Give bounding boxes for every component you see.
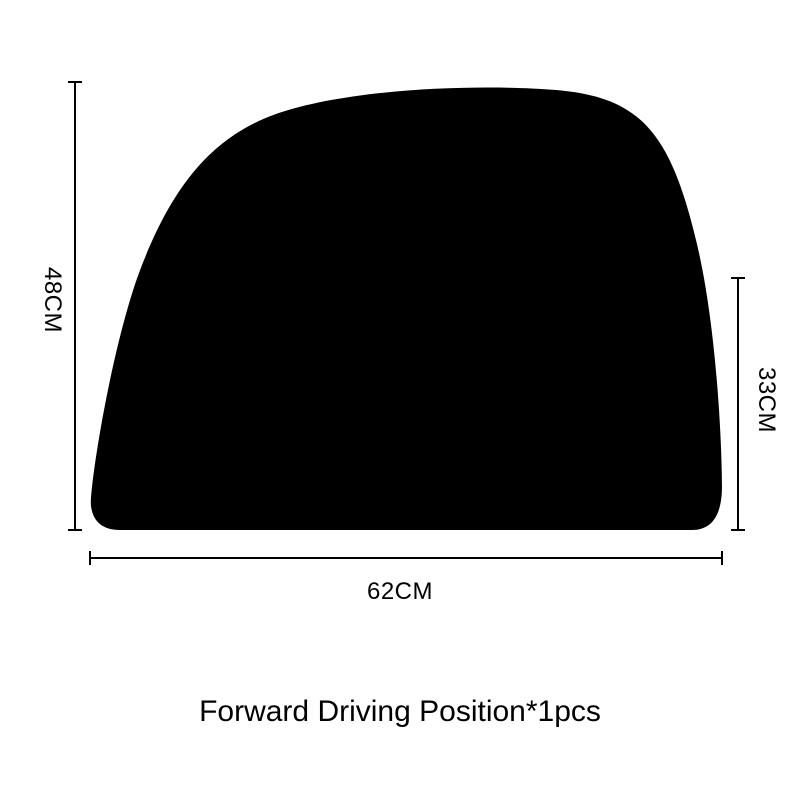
product-silhouette xyxy=(91,88,722,530)
dimension-label-right: 33CM xyxy=(752,367,780,433)
dimension-label-left: 48CM xyxy=(38,267,66,333)
product-caption: Forward Driving Position*1pcs xyxy=(0,695,800,729)
diagram-canvas: 48CM 33CM 62CM Forward Driving Position*… xyxy=(0,0,800,800)
dimension-label-bottom: 62CM xyxy=(367,578,433,606)
diagram-svg xyxy=(0,0,800,800)
